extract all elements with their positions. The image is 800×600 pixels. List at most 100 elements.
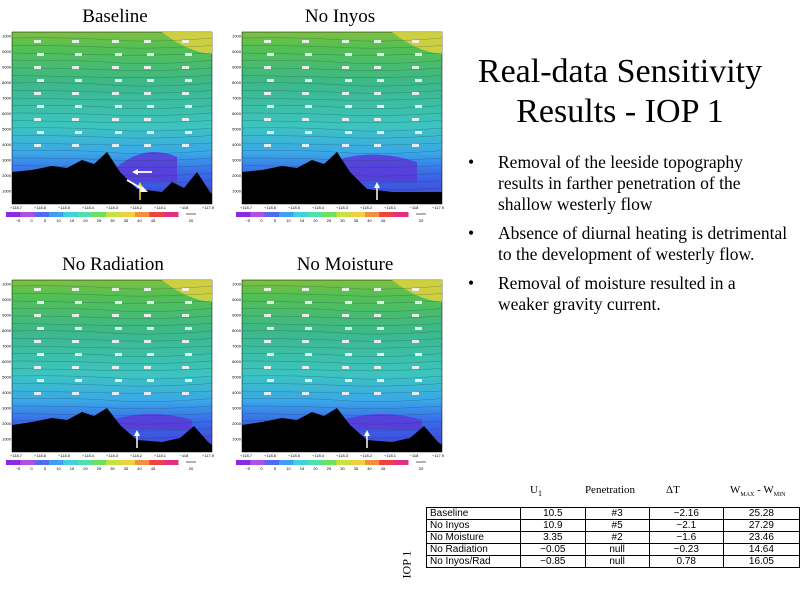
bullet-dot-icon: • xyxy=(468,152,475,172)
contour-label xyxy=(112,40,119,43)
x-tick-label: −118.5 xyxy=(288,205,301,210)
colorbar-segment xyxy=(120,212,136,217)
contour-label xyxy=(302,40,309,43)
row-name: No Inyos xyxy=(425,519,522,532)
x-tick-label: −118.4 xyxy=(82,453,95,458)
contour-line xyxy=(241,52,443,56)
contour-label xyxy=(144,66,151,69)
contour-line xyxy=(11,398,213,402)
y-tick-label: 6000 xyxy=(232,359,242,364)
colorbar-tick-label: 45 xyxy=(151,218,156,223)
contour-line xyxy=(11,375,213,380)
row-name: No Radiation xyxy=(425,543,522,556)
contour-label xyxy=(147,53,154,56)
contour-label xyxy=(412,66,419,69)
contour-label xyxy=(182,92,189,95)
colorbar-tick-label: 5 xyxy=(274,218,277,223)
colorbar-tick-label: 40 xyxy=(367,218,372,223)
contour-line xyxy=(241,368,443,371)
y-tick-label: 11000 xyxy=(232,34,242,39)
contour-label xyxy=(374,92,381,95)
contour-label xyxy=(72,366,79,369)
plot-patch-cold xyxy=(332,154,417,182)
x-tick-label: −118.6 xyxy=(34,453,47,458)
colorbar-segment xyxy=(293,212,309,217)
colorbar-tick-label: 0 xyxy=(30,218,33,223)
contour-label xyxy=(412,144,419,147)
colorbar-tick-label: 30 xyxy=(110,466,115,471)
colorbar-segment xyxy=(149,212,165,217)
contour-line xyxy=(11,323,213,326)
contour-label xyxy=(185,53,192,56)
contour-label xyxy=(374,288,381,291)
contour-label xyxy=(34,92,41,95)
cross-section-no-moisture: 1100010000900080007000600050004000300020… xyxy=(232,278,444,478)
contour-line xyxy=(241,360,443,364)
bullet-dot-icon: • xyxy=(468,223,475,243)
bullet-text: Removal of the leeside topography result… xyxy=(498,152,743,214)
contour-label xyxy=(415,105,422,108)
contour-label xyxy=(147,327,154,330)
penetration-arrowhead-icon xyxy=(374,182,380,188)
contour-line xyxy=(11,82,213,87)
table-row: Baseline 10.5 #3 −2.16 25.28 xyxy=(425,507,800,520)
terrain-silhouette xyxy=(242,152,442,204)
contour-line xyxy=(11,105,213,109)
colorbar-segment xyxy=(77,212,93,217)
colorbar-segment xyxy=(293,460,309,465)
contour-label xyxy=(415,131,422,134)
contour-label xyxy=(264,392,271,395)
contour-label xyxy=(264,366,271,369)
contour-label xyxy=(112,288,119,291)
contour-label xyxy=(377,53,384,56)
cell-u1: −0.05 xyxy=(520,543,586,556)
contour-label xyxy=(34,392,41,395)
contour-label xyxy=(345,327,352,330)
contour-label xyxy=(345,105,352,108)
contour-label xyxy=(264,118,271,121)
contour-label xyxy=(34,144,41,147)
colorbar-tick-label: 5 xyxy=(44,218,47,223)
colorbar-tick-label: 20 xyxy=(83,218,88,223)
wind-scale-label: 20 xyxy=(189,218,194,223)
cell-penetration: null xyxy=(584,543,650,556)
contour-label xyxy=(305,105,312,108)
wind-scale-label: 20 xyxy=(419,218,424,223)
contour-line xyxy=(11,60,213,64)
colorbar-tick-label: 35 xyxy=(124,218,129,223)
contour-label xyxy=(412,366,419,369)
contour-label xyxy=(37,301,44,304)
cross-section-no-radiation: 1100010000900080007000600050004000300020… xyxy=(2,278,214,478)
contour-label xyxy=(374,366,381,369)
wind-scale-label: 20 xyxy=(189,466,194,471)
colorbar-tick-label: 40 xyxy=(137,466,142,471)
x-tick-label: −117.9 xyxy=(202,453,214,458)
y-tick-label: 7000 xyxy=(2,344,12,349)
y-tick-label: 11000 xyxy=(232,282,242,287)
row-name: No Moisture xyxy=(425,531,522,544)
contour-label xyxy=(415,353,422,356)
header-delta-t: ΔT xyxy=(666,484,680,496)
contour-label xyxy=(75,379,82,382)
row-name: Baseline xyxy=(425,507,522,520)
y-tick-label: 1000 xyxy=(2,189,12,194)
contour-label xyxy=(264,340,271,343)
contour-label xyxy=(345,79,352,82)
colorbar-tick-label: 25 xyxy=(327,218,332,223)
contour-label xyxy=(182,340,189,343)
contour-label xyxy=(374,40,381,43)
colorbar-segment xyxy=(92,460,107,465)
x-tick-label: −118.4 xyxy=(312,453,325,458)
colorbar-segment xyxy=(379,212,395,217)
colorbar-segment xyxy=(63,460,79,465)
y-tick-label: 7000 xyxy=(232,96,242,101)
contour-label xyxy=(144,392,151,395)
colorbar-segment xyxy=(365,460,380,465)
contour-label xyxy=(75,79,82,82)
results-table-block: U1 Penetration ΔT WMAX - WMIN IOP 1 Base… xyxy=(390,482,800,598)
colorbar-tick-label: 25 xyxy=(97,218,102,223)
slide-title-line-2: Results - IOP 1 xyxy=(516,93,724,130)
cell-w-range: 23.46 xyxy=(722,531,800,544)
contour-label xyxy=(412,392,419,395)
